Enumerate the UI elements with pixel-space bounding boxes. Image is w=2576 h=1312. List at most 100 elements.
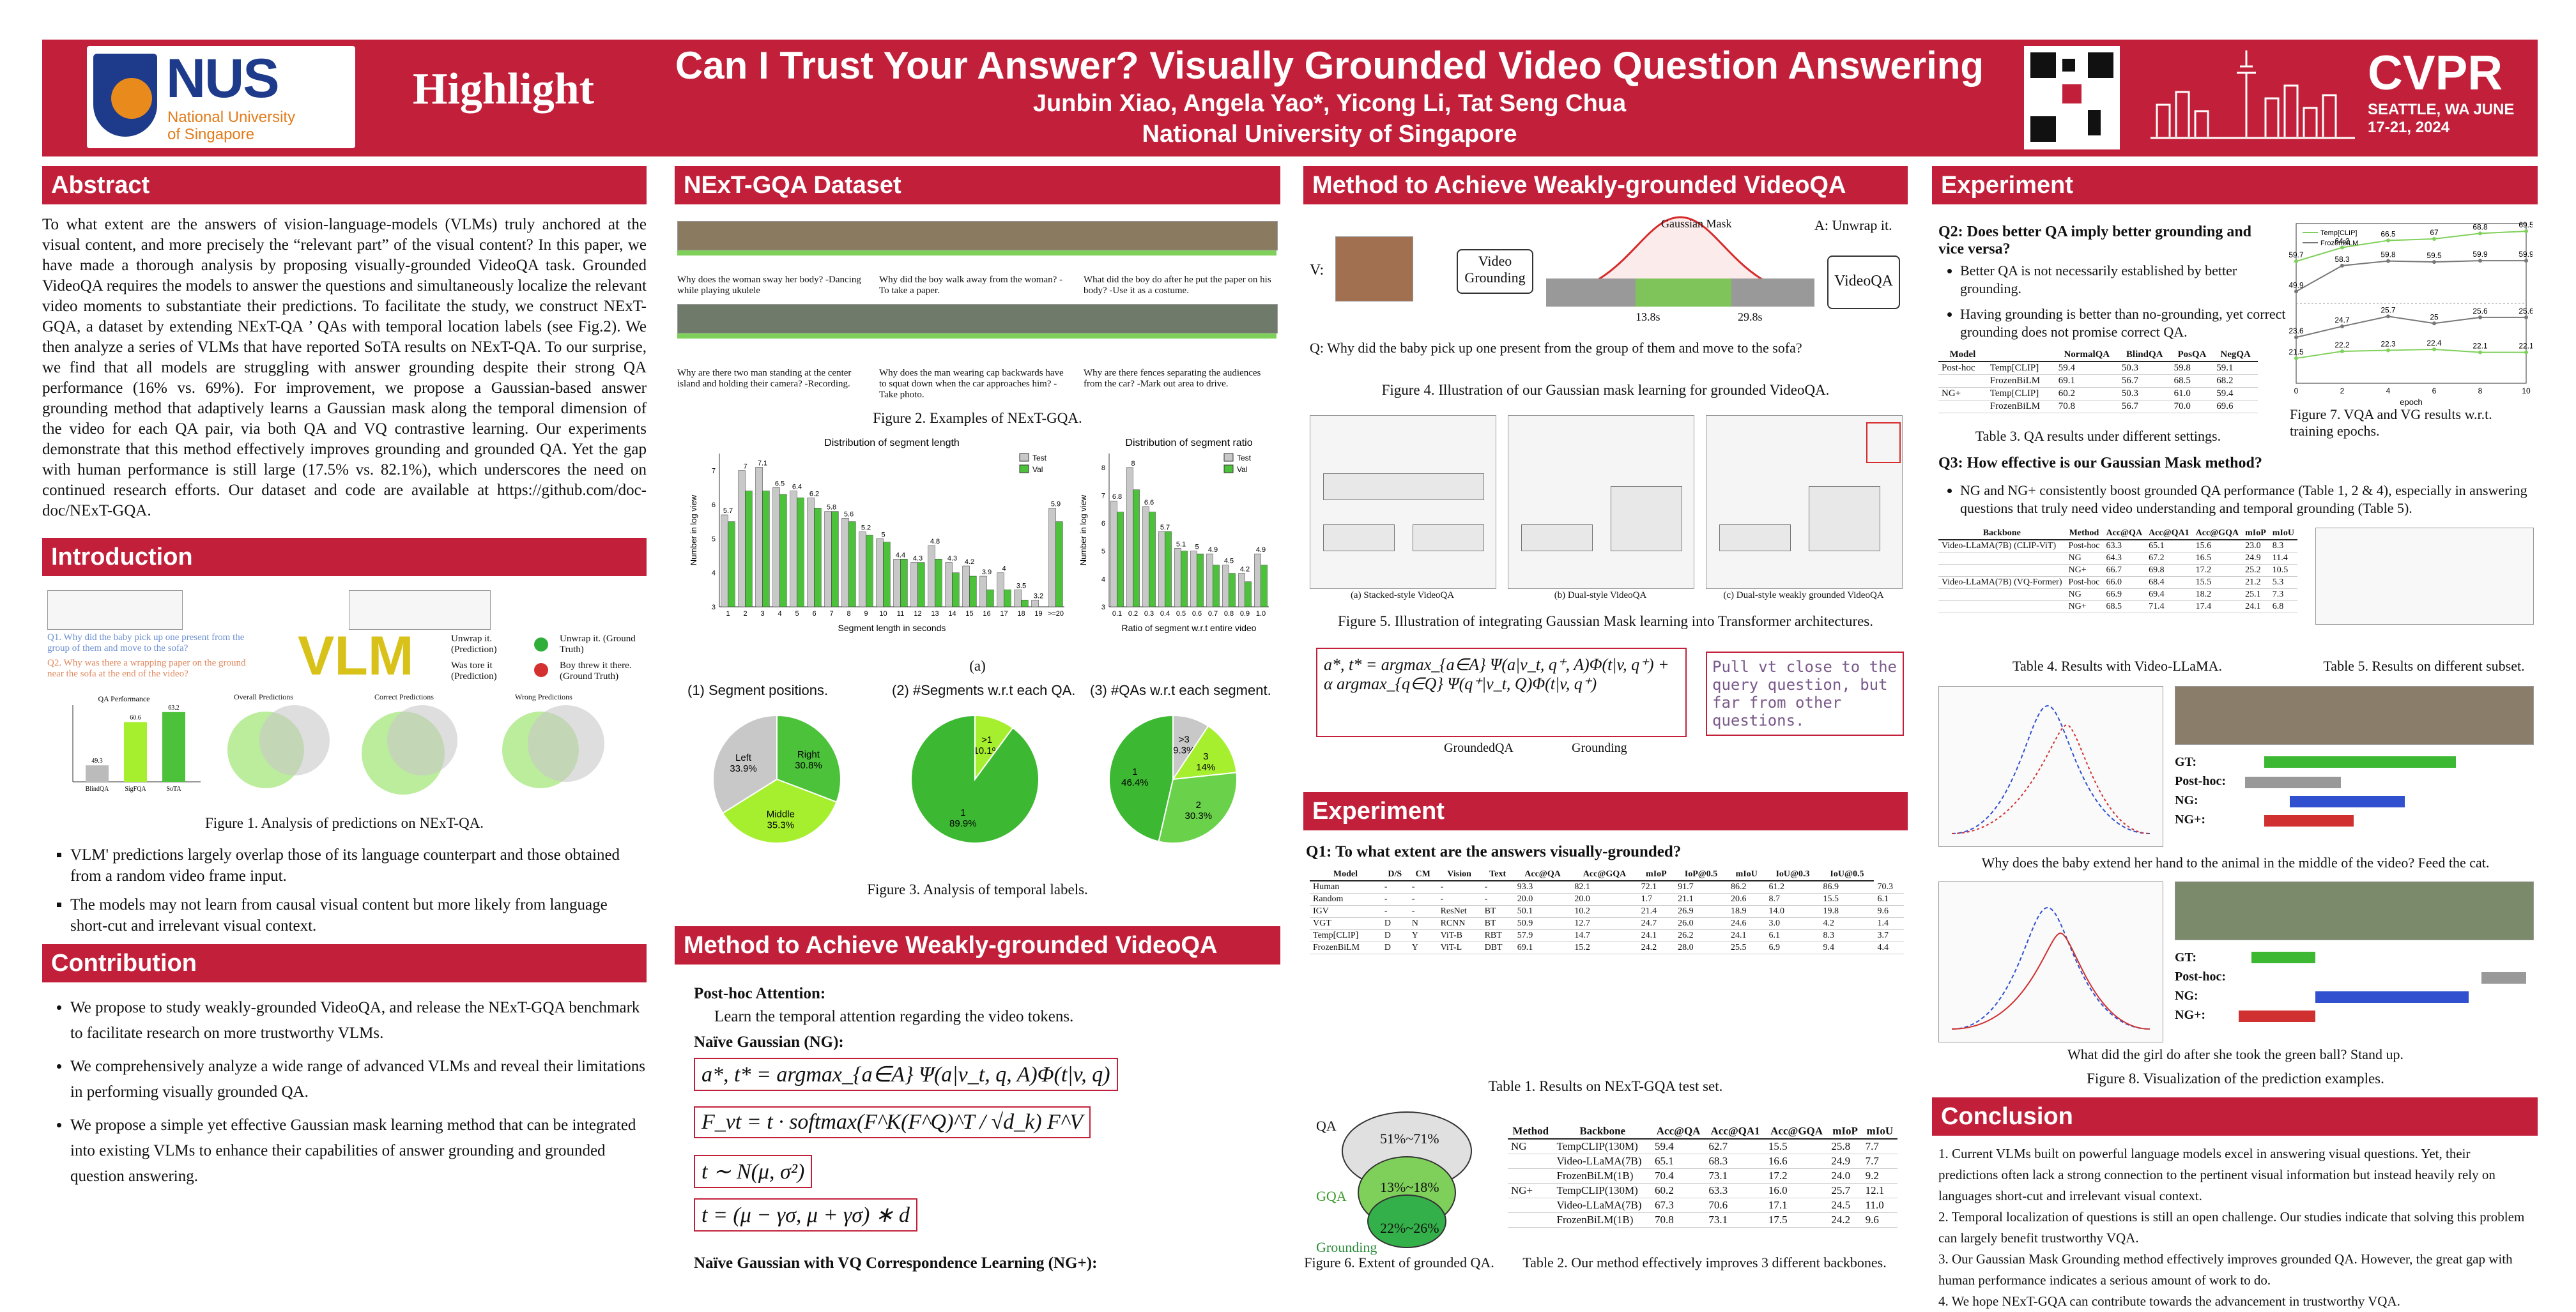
table-cell: 7.7 [1862,1154,1897,1169]
column-header: NormalQA [2055,349,2119,362]
data-label: 4.2 [965,558,974,566]
legend: Test Val [1223,453,1252,474]
table-cell: DBT [1481,942,1514,954]
series-line [2296,260,2526,293]
table-cell: VGT [1310,917,1381,930]
bar [1238,573,1245,607]
data-label: 6.5 [775,480,785,487]
table-cell: 12.1 [1862,1183,1897,1198]
table-cell: - [1408,893,1438,906]
table-row: Video-LLaMA(7B) (CLIP-ViT) Post-hoc 63.3 65… [1938,540,2297,553]
bar [1048,508,1056,607]
table-cell: Temp[CLIP] [1986,362,2055,375]
table-cell: FrozenBiLM [1310,942,1381,954]
data-point [2340,324,2344,328]
data-label: 5.1 [1176,540,1186,548]
bar [1254,553,1261,607]
data-label: 3.5 [1016,582,1026,590]
venn-title: Wrong Predictions [515,692,572,701]
data-label: 22.1 [2472,342,2488,351]
bar [1142,506,1149,607]
tick-label: 8 [1101,464,1105,472]
column-header: IoU@0.5 [1820,869,1874,881]
data-label: 66.5 [2380,229,2396,238]
bar [1021,600,1029,607]
qr-code-icon[interactable] [2024,46,2120,149]
table-cell: 56.7 [2118,400,2171,413]
bar [1014,590,1022,607]
ngplus-heading: Naïve Gaussian with VQ Correspondence Le… [694,1255,1098,1272]
equation-1: a*, t* = argmax_{a∈A} Ψ(a|v_t, q, A)Φ(t|… [694,1058,1118,1091]
table-cell: 50.3 [2118,362,2171,375]
table-cell: 28.0 [1675,942,1728,954]
table-cell: 9.6 [1874,905,1904,918]
bar [1149,512,1156,607]
data-label: 25 [2430,312,2439,321]
legend-label: Test [1237,454,1252,462]
bar [1245,581,1252,607]
bar [1158,531,1165,607]
results-table-3: Model NormalQA BlindQA PosQA NegQA Post-hoc Te… [1938,349,2258,413]
table-row: VGT D N RCNN BT 50.9 12.7 24.7 26.0 24.6 3.0 4.2 1.4 [1310,917,1904,930]
y-axis-label: Number in log view [1078,494,1088,565]
data-label: 3.2 [1034,592,1043,600]
data-label: 64.2 [2334,237,2350,246]
tick-label: >=20 [1048,610,1064,618]
slice-label: Middle [767,809,795,820]
posthoc-heading: Post-hoc Attention: [694,985,826,1002]
table-cell: 63.3 [1705,1183,1765,1198]
list-item: We comprehensively analyze a wide range … [70,1054,647,1105]
data-point [2386,259,2390,263]
authors: Junbin Xiao, Angela Yao*, Yicong Li, Tat… [1032,90,1627,117]
table-cell: NG [1508,1139,1554,1154]
table-cell: 24.7 [1637,917,1675,930]
bar [1110,500,1117,607]
table-cell: 1.4 [1874,917,1904,930]
table-cell: 59.4 [2213,387,2258,400]
table-cell: NG+ [1938,387,1987,400]
chart-title: Distribution of segment length [824,438,960,448]
tick-label: 0.4 [1160,610,1170,618]
tick-label: 8 [847,610,850,618]
chart-title: QA Performance [98,694,150,703]
table-cell: ResNet [1437,905,1482,918]
table-cell: 17.2 [2192,564,2242,577]
table-row: Video-LLaMA(7B) (VQ-Former) Post-hoc 66.0 6… [1938,576,2297,589]
list-item: Better QA is not necessarily established… [1960,262,2292,298]
table-cell: NG+ [1508,1183,1554,1198]
tick-label: 10 [879,610,887,618]
data-label: 22.1 [2518,342,2533,351]
contribution-heading: Contribution [42,944,647,982]
figure-6-caption: Figure 6. Extent of grounded QA. [1304,1255,1494,1270]
slice-value: 35.3% [767,820,795,831]
bar [797,498,804,607]
table-cell: Y [1408,942,1438,954]
tick-label: 18 [1017,610,1025,618]
table-1-caption: Table 1. Results on NExT-GQA test set. [1488,1078,1723,1094]
timeline-bar [677,250,1276,256]
table-cell: 25.1 [2242,588,2269,601]
subcaption-b: (b) Dual-style VideoQA [1554,590,1647,600]
pred-2: Was tore it (Prediction) [451,660,497,682]
bar [1181,551,1188,607]
table-cell: 24.9 [1828,1154,1862,1169]
bar [124,722,147,782]
data-point [2478,315,2482,319]
time-start: 13.8s [1636,310,1660,323]
table-cell: 59.8 [2170,362,2214,375]
data-label: 4.9 [1208,546,1218,554]
method-heading-left: Method to Achieve Weakly-grounded VideoQ… [675,926,1280,965]
pie-slice [910,714,1039,844]
legend-label: Val [1237,465,1247,474]
table-cell: 24.6 [1727,917,1766,930]
bar [762,491,770,607]
venn-gqa-label: GQA [1316,1188,1347,1204]
table-cell: 59.4 [1651,1139,1706,1154]
list-item: Having grounding is better than no-groun… [1960,305,2292,341]
figure-7-caption: Figure 7. VQA and VG results w.r.t. trai… [2290,406,2492,439]
venn-circle [528,705,604,782]
table-cell: 65.1 [1651,1154,1706,1169]
table-cell [1938,400,1987,413]
data-point [2478,350,2482,355]
slice-label: 1 [1132,767,1137,777]
